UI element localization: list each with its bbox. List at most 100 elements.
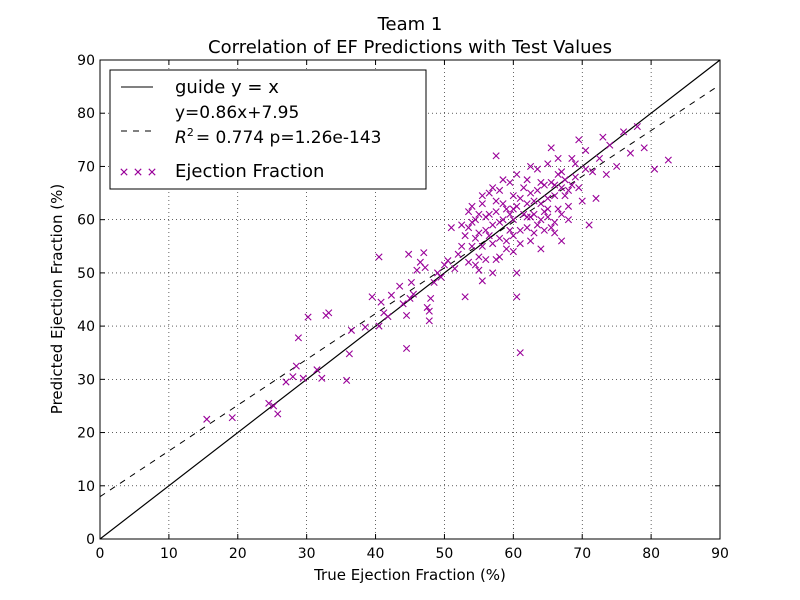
data-point [447, 224, 455, 232]
data-point [551, 218, 559, 226]
marker-stroke [571, 160, 579, 168]
marker-stroke [471, 261, 480, 269]
data-point [561, 176, 569, 184]
marker-stroke [475, 210, 483, 218]
marker-stroke [557, 168, 566, 176]
data-point [595, 154, 604, 163]
fit-line [99, 84, 721, 498]
x-tick-label: 30 [298, 546, 316, 562]
marker-stroke [406, 294, 414, 303]
marker-stroke [384, 312, 392, 321]
data-point [495, 218, 504, 226]
marker-stroke [471, 234, 480, 242]
marker-stroke [530, 197, 538, 205]
marker-stroke [533, 165, 542, 173]
marker-stroke [664, 156, 672, 164]
data-point [544, 194, 552, 202]
marker-stroke [523, 224, 531, 232]
data-point [325, 309, 333, 317]
data-point [526, 162, 535, 171]
marker-stroke [461, 293, 469, 301]
data-point [492, 255, 500, 264]
data-point [557, 184, 566, 192]
data-point [650, 165, 659, 173]
y-tick-label: 60 [77, 213, 95, 229]
plot-frame [99, 59, 721, 540]
marker-stroke [289, 373, 297, 381]
marker-stroke [554, 170, 562, 179]
marker-stroke [578, 197, 586, 205]
data-point [499, 200, 507, 208]
marker-stroke [399, 300, 407, 308]
marker-stroke [425, 307, 433, 315]
marker-stroke [294, 334, 302, 342]
marker-stroke [568, 154, 576, 163]
legend-guide-label: guide y = x [175, 77, 279, 98]
data-point [471, 261, 480, 269]
data-point [492, 208, 500, 216]
data-point [485, 232, 493, 240]
data-point [396, 282, 404, 290]
marker-stroke [513, 269, 521, 277]
y-tick-label: 0 [86, 532, 95, 548]
marker-stroke [592, 194, 600, 202]
data-point [506, 226, 514, 234]
data-point [440, 261, 449, 269]
data-point [568, 154, 576, 163]
marker-stroke [544, 160, 552, 168]
chart-subtitle: Correlation of EF Predictions with Test … [208, 37, 612, 58]
data-point [461, 293, 469, 301]
data-point [554, 205, 562, 213]
marker-stroke [513, 170, 521, 179]
data-point [345, 350, 353, 358]
data-point [304, 313, 312, 321]
marker-stroke [489, 221, 497, 229]
data-point [530, 197, 538, 205]
data-point [602, 170, 610, 179]
marker-stroke [509, 216, 517, 224]
legend-marker [120, 168, 128, 176]
marker-stroke [485, 210, 493, 218]
data-point [347, 326, 356, 334]
marker-stroke [520, 210, 528, 218]
data-point [420, 249, 428, 257]
marker-stroke [375, 253, 383, 261]
marker-stroke [575, 136, 583, 144]
data-point [513, 170, 521, 179]
y-tick-label: 40 [77, 319, 95, 335]
data-point [502, 245, 511, 253]
data-point [571, 160, 579, 168]
data-point [495, 186, 504, 194]
marker-stroke [613, 162, 621, 171]
data-point [478, 192, 486, 200]
marker-stroke [526, 213, 535, 221]
data-point [564, 202, 573, 210]
data-point [402, 344, 411, 353]
data-point [633, 122, 641, 131]
marker-stroke [537, 178, 545, 187]
data-point [407, 278, 415, 287]
data-point [425, 317, 433, 325]
data-point [402, 311, 411, 320]
data-point [282, 378, 290, 386]
marker-stroke [582, 165, 590, 173]
data-point [468, 242, 476, 250]
data-point [292, 362, 300, 370]
data-point [502, 237, 511, 245]
marker-stroke [325, 309, 333, 317]
data-point [537, 200, 545, 208]
x-tick-label: 20 [229, 546, 247, 562]
marker-stroke [547, 178, 555, 187]
data-point [343, 376, 351, 384]
data-point [274, 410, 282, 418]
marker-stroke [299, 374, 307, 382]
marker-stroke [516, 240, 524, 248]
marker-stroke [475, 253, 483, 261]
chart-title: Team 1 [377, 14, 443, 35]
data-point [495, 234, 504, 242]
data-point [475, 210, 483, 218]
y-tick-label: 90 [77, 53, 95, 69]
data-point [425, 307, 433, 315]
marker-stroke [464, 224, 473, 232]
marker-stroke [523, 213, 531, 221]
